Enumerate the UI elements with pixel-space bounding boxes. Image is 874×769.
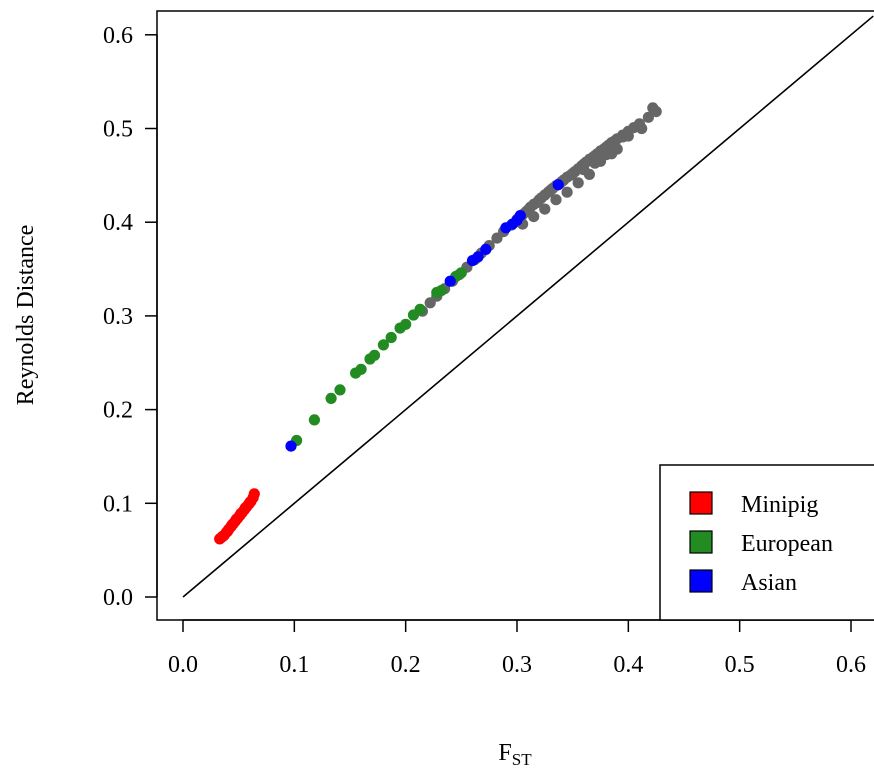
point-european	[325, 392, 337, 404]
x-axis-title-main: F	[498, 740, 511, 766]
point-asian	[285, 440, 297, 452]
legend-label-european: European	[741, 531, 833, 557]
legend-label-minipig: Minipig	[741, 492, 818, 518]
x-tick-label: 0.0	[168, 652, 198, 678]
point-other	[539, 203, 551, 215]
y-tick-label: 0.1	[103, 491, 133, 517]
point-minipig	[244, 496, 256, 508]
point-european	[414, 303, 426, 315]
point-european	[368, 349, 381, 361]
legend-swatch-asian	[689, 569, 713, 593]
point-other	[550, 194, 562, 206]
data-points	[214, 102, 662, 545]
x-tick-label: 0.1	[279, 652, 309, 678]
point-european	[385, 331, 397, 344]
point-other	[583, 168, 596, 180]
legend-swatch-european	[689, 530, 713, 554]
y-tick-label: 0.0	[103, 585, 133, 611]
x-tick-label: 0.2	[391, 652, 421, 678]
point-european	[355, 363, 367, 375]
point-other	[594, 155, 607, 167]
point-asian	[444, 275, 456, 287]
point-european	[455, 267, 467, 279]
y-axis-title: Reynolds Distance	[13, 225, 39, 406]
legend-label-asian: Asian	[741, 570, 797, 596]
y-tick-label: 0.3	[103, 304, 133, 330]
point-european	[377, 339, 389, 351]
y-tick-label: 0.2	[103, 398, 133, 424]
point-other	[636, 122, 648, 135]
x-axis: 0.0 0.1 0.2 0.3 0.4 0.5 0.6	[168, 619, 866, 678]
point-european	[400, 318, 412, 330]
y-tick-label: 0.5	[103, 117, 133, 143]
point-asian	[472, 251, 484, 263]
x-tick-label: 0.6	[836, 652, 866, 678]
point-asian	[480, 243, 492, 255]
point-minipig	[248, 488, 260, 500]
point-other	[647, 102, 659, 114]
x-tick-label: 0.5	[725, 652, 755, 678]
point-asian	[514, 210, 526, 222]
y-tick-label: 0.4	[103, 210, 133, 236]
point-european	[334, 384, 346, 396]
x-axis-title-subscript: ST	[512, 750, 532, 769]
legend: Minipig European Asian	[659, 464, 874, 621]
point-european	[308, 414, 320, 426]
point-other	[561, 186, 573, 198]
point-european	[435, 285, 447, 297]
point-other	[606, 148, 618, 160]
point-asian	[552, 179, 564, 191]
y-tick-label: 0.6	[103, 23, 133, 49]
point-other	[622, 130, 634, 142]
x-axis-title: FST	[498, 740, 532, 769]
legend-swatch-minipig	[689, 491, 713, 515]
point-other	[642, 111, 655, 123]
point-other	[528, 211, 540, 223]
point-other	[572, 177, 584, 189]
x-tick-label: 0.3	[502, 652, 532, 678]
y-axis: 0.0 0.1 0.2 0.3 0.4 0.5 0.6	[103, 23, 158, 611]
reference-line	[182, 15, 874, 598]
x-tick-label: 0.4	[613, 652, 643, 678]
